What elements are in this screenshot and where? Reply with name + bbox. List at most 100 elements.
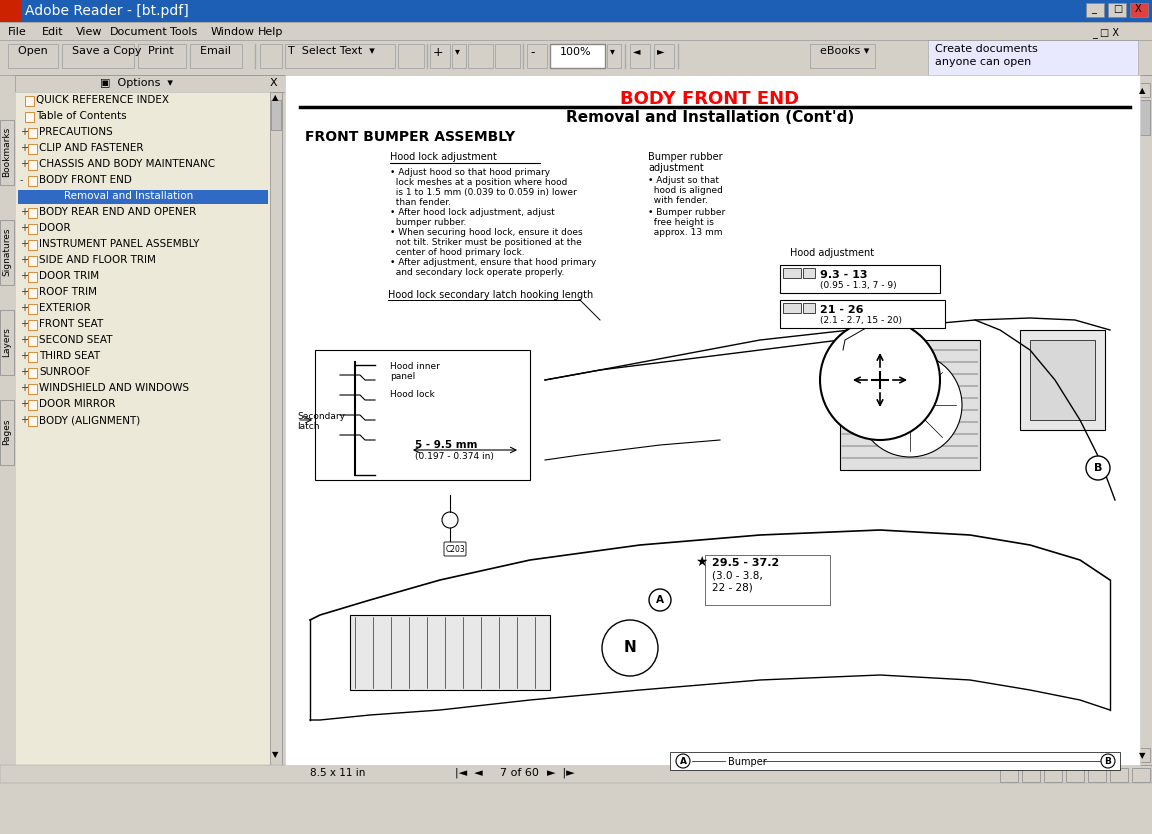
- FancyBboxPatch shape: [0, 400, 14, 465]
- Text: (0.197 - 0.374 in): (0.197 - 0.374 in): [415, 452, 494, 461]
- FancyBboxPatch shape: [1044, 768, 1062, 782]
- FancyBboxPatch shape: [28, 176, 37, 186]
- Text: SUNROOF: SUNROOF: [39, 367, 90, 377]
- Text: □: □: [1113, 4, 1122, 14]
- Text: DOOR TRIM: DOOR TRIM: [39, 271, 99, 281]
- Text: FRONT BUMPER ASSEMBLY: FRONT BUMPER ASSEMBLY: [305, 130, 515, 144]
- Text: latch: latch: [297, 422, 319, 431]
- FancyBboxPatch shape: [1136, 83, 1150, 97]
- Text: ►: ►: [657, 46, 665, 56]
- Text: _ □ X: _ □ X: [1092, 27, 1119, 38]
- FancyBboxPatch shape: [1108, 3, 1126, 17]
- Text: free height is: free height is: [647, 218, 714, 227]
- FancyBboxPatch shape: [190, 44, 242, 68]
- Text: Removal and Installation: Removal and Installation: [65, 191, 194, 201]
- FancyBboxPatch shape: [18, 190, 268, 204]
- Text: A: A: [655, 595, 664, 605]
- FancyBboxPatch shape: [350, 615, 550, 690]
- Text: Print: Print: [141, 46, 174, 56]
- FancyBboxPatch shape: [271, 100, 281, 130]
- FancyBboxPatch shape: [705, 555, 829, 605]
- Text: INSTRUMENT PANEL ASSEMBLY: INSTRUMENT PANEL ASSEMBLY: [39, 239, 199, 249]
- Text: Open: Open: [12, 46, 47, 56]
- Text: Removal and Installation (Cont'd): Removal and Installation (Cont'd): [566, 110, 854, 125]
- FancyBboxPatch shape: [0, 310, 14, 375]
- Text: +: +: [433, 46, 444, 59]
- Text: Create documents: Create documents: [935, 44, 1038, 54]
- FancyBboxPatch shape: [0, 0, 1152, 22]
- FancyBboxPatch shape: [1086, 3, 1104, 17]
- FancyBboxPatch shape: [28, 272, 37, 282]
- FancyBboxPatch shape: [260, 44, 282, 68]
- FancyBboxPatch shape: [285, 44, 395, 68]
- Text: +: +: [20, 223, 28, 233]
- FancyBboxPatch shape: [0, 22, 1152, 40]
- Text: +: +: [20, 127, 28, 137]
- Text: 21 - 26: 21 - 26: [820, 305, 864, 315]
- FancyBboxPatch shape: [25, 96, 35, 106]
- FancyBboxPatch shape: [1030, 340, 1096, 420]
- Text: FRONT SEAT: FRONT SEAT: [39, 319, 104, 329]
- FancyBboxPatch shape: [1111, 768, 1128, 782]
- FancyBboxPatch shape: [28, 288, 37, 298]
- Text: ▾: ▾: [455, 46, 460, 56]
- FancyBboxPatch shape: [1132, 768, 1150, 782]
- Circle shape: [1086, 456, 1111, 480]
- Text: T  Select Text  ▾: T Select Text ▾: [288, 46, 374, 56]
- FancyBboxPatch shape: [28, 208, 37, 218]
- FancyBboxPatch shape: [1087, 768, 1106, 782]
- Text: BODY FRONT END: BODY FRONT END: [621, 90, 799, 108]
- Text: +: +: [20, 271, 28, 281]
- FancyBboxPatch shape: [62, 44, 134, 68]
- Text: X: X: [1135, 4, 1142, 14]
- Text: PRECAUTIONS: PRECAUTIONS: [39, 127, 113, 137]
- FancyBboxPatch shape: [15, 92, 273, 765]
- FancyBboxPatch shape: [0, 220, 14, 285]
- FancyBboxPatch shape: [526, 44, 547, 68]
- Text: Edit: Edit: [41, 27, 63, 37]
- Text: +: +: [20, 399, 28, 409]
- Text: Secondary: Secondary: [297, 412, 344, 421]
- Text: • When securing hood lock, ensure it does: • When securing hood lock, ensure it doe…: [391, 228, 583, 237]
- FancyBboxPatch shape: [28, 304, 37, 314]
- Text: • After hood lock adjustment, adjust: • After hood lock adjustment, adjust: [391, 208, 555, 217]
- FancyBboxPatch shape: [607, 44, 621, 68]
- Text: eBooks ▾: eBooks ▾: [813, 46, 870, 56]
- Text: Save a Copy: Save a Copy: [65, 46, 142, 56]
- Text: WINDSHIELD AND WINDOWS: WINDSHIELD AND WINDOWS: [39, 383, 189, 393]
- FancyBboxPatch shape: [28, 368, 37, 378]
- Text: ▼: ▼: [1138, 751, 1145, 760]
- Text: -: -: [20, 175, 23, 185]
- Text: Hood adjustment: Hood adjustment: [790, 248, 874, 258]
- FancyBboxPatch shape: [28, 224, 37, 234]
- FancyBboxPatch shape: [270, 92, 282, 765]
- Text: center of hood primary lock.: center of hood primary lock.: [391, 248, 524, 257]
- FancyBboxPatch shape: [1135, 75, 1152, 765]
- Text: Signatures: Signatures: [2, 228, 12, 276]
- Text: is 1 to 1.5 mm (0.039 to 0.059 in) lower: is 1 to 1.5 mm (0.039 to 0.059 in) lower: [391, 188, 577, 197]
- Text: ▲: ▲: [1138, 86, 1145, 95]
- Text: 8.5 x 11 in: 8.5 x 11 in: [310, 768, 365, 778]
- Text: Document: Document: [109, 27, 168, 37]
- Text: File: File: [8, 27, 26, 37]
- Circle shape: [649, 589, 670, 611]
- FancyBboxPatch shape: [8, 44, 58, 68]
- Text: ▾: ▾: [611, 46, 615, 56]
- Text: ►  |►: ► |►: [540, 768, 575, 778]
- FancyBboxPatch shape: [28, 352, 37, 362]
- FancyBboxPatch shape: [780, 300, 945, 328]
- Text: 9.3 - 13: 9.3 - 13: [820, 270, 867, 280]
- Text: (3.0 - 3.8,: (3.0 - 3.8,: [712, 570, 763, 580]
- Text: than fender.: than fender.: [391, 198, 450, 207]
- FancyBboxPatch shape: [0, 40, 1152, 75]
- FancyBboxPatch shape: [654, 44, 674, 68]
- Text: adjustment: adjustment: [647, 163, 704, 173]
- FancyBboxPatch shape: [28, 400, 37, 410]
- FancyBboxPatch shape: [430, 44, 450, 68]
- Text: View: View: [76, 27, 103, 37]
- Text: anyone can open: anyone can open: [935, 57, 1031, 67]
- Text: _: _: [1091, 4, 1096, 14]
- Text: +: +: [20, 303, 28, 313]
- FancyBboxPatch shape: [444, 542, 467, 556]
- Text: BODY FRONT END: BODY FRONT END: [39, 175, 131, 185]
